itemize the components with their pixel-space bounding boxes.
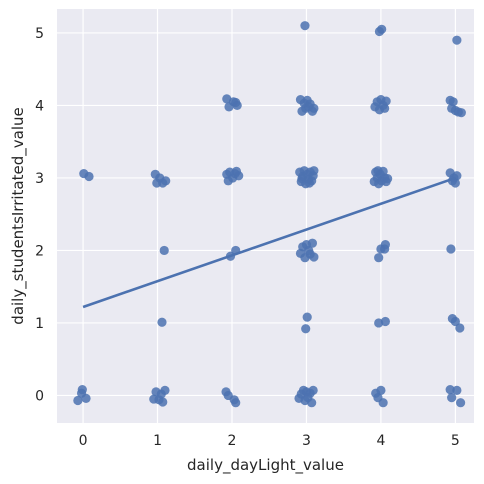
- data-point: [447, 393, 457, 403]
- y-tick-label: 0: [35, 388, 44, 404]
- data-point: [309, 103, 319, 113]
- data-point: [161, 176, 171, 186]
- data-point: [374, 253, 384, 263]
- x-tick-label: 0: [79, 433, 88, 449]
- data-point: [231, 398, 241, 408]
- data-point: [378, 398, 388, 408]
- data-point: [309, 166, 319, 176]
- data-point: [445, 385, 455, 395]
- x-tick-label: 4: [376, 433, 385, 449]
- data-point: [158, 397, 168, 407]
- data-point: [448, 97, 458, 107]
- data-point: [300, 21, 310, 31]
- data-point: [377, 24, 387, 34]
- data-point: [77, 385, 87, 395]
- data-point: [297, 174, 307, 184]
- data-point: [81, 393, 91, 403]
- data-point: [73, 395, 83, 406]
- data-point: [302, 312, 312, 322]
- data-point: [452, 35, 462, 45]
- data-point: [380, 244, 390, 254]
- y-axis-ticks: 0 1 2 3 4 5: [35, 26, 44, 405]
- data-point: [456, 108, 466, 118]
- data-point: [159, 245, 169, 256]
- data-point: [376, 385, 386, 395]
- x-axis-ticks: 0 1 2 3 4 5: [79, 433, 460, 449]
- data-point: [308, 385, 318, 395]
- plot-area: [57, 9, 474, 423]
- regression-line: [82, 176, 456, 309]
- data-point: [373, 166, 383, 176]
- data-point: [455, 398, 466, 408]
- data-point: [309, 252, 319, 262]
- data-point: [160, 385, 170, 395]
- y-tick-label: 4: [35, 98, 44, 114]
- data-point: [450, 316, 460, 327]
- data-point: [301, 324, 311, 334]
- x-tick-label: 5: [451, 433, 460, 449]
- data-point: [84, 171, 94, 182]
- y-tick-label: 5: [35, 26, 44, 42]
- grid-lines: [57, 9, 474, 423]
- data-point: [234, 171, 244, 181]
- y-tick-label: 2: [35, 243, 44, 259]
- x-axis-label: daily_dayLight_value: [187, 456, 344, 475]
- data-point: [450, 178, 460, 188]
- data-point: [307, 398, 317, 408]
- data-point: [383, 174, 393, 184]
- data-point: [157, 317, 167, 327]
- y-tick-label: 1: [35, 316, 44, 332]
- y-tick-label: 3: [35, 171, 44, 187]
- data-point: [380, 316, 390, 327]
- data-point: [455, 323, 465, 333]
- y-axis-label: daily_studentsIrritated_value: [9, 107, 28, 324]
- data-point: [232, 100, 242, 111]
- data-point: [381, 96, 391, 106]
- data-point: [446, 244, 456, 254]
- x-tick-label: 1: [153, 433, 162, 449]
- data-point: [307, 238, 318, 248]
- x-tick-label: 3: [302, 433, 311, 449]
- data-points: [73, 21, 466, 408]
- x-tick-label: 2: [228, 433, 237, 449]
- data-point: [304, 178, 315, 188]
- data-point: [380, 103, 390, 113]
- data-point: [452, 385, 462, 395]
